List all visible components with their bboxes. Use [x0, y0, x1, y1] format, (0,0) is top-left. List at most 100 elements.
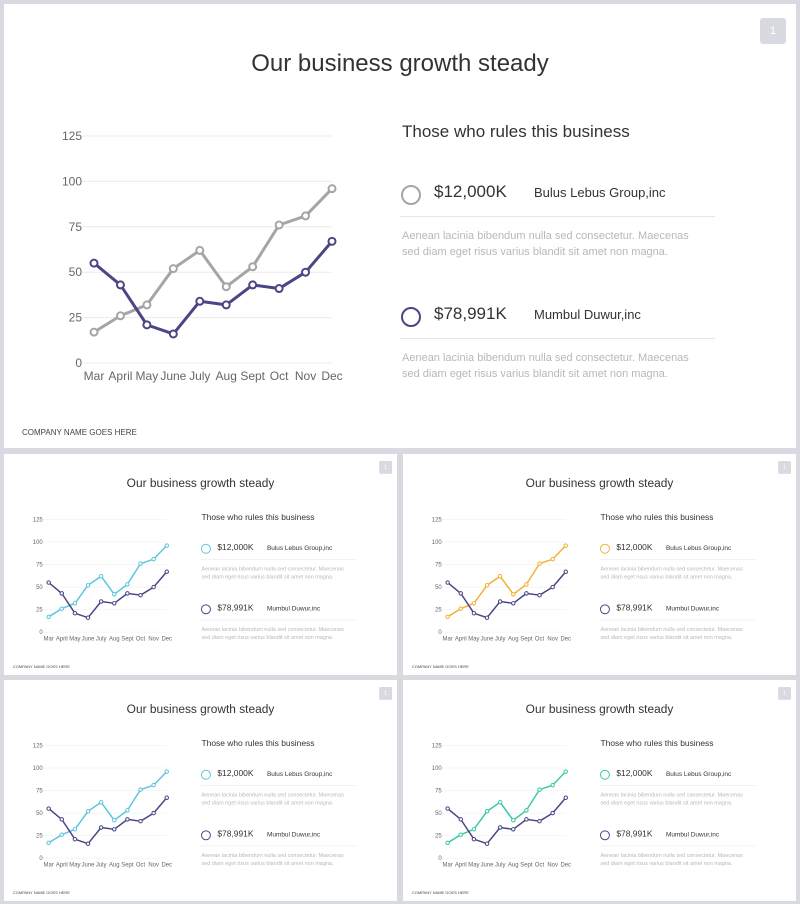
slide-thumbnail-3[interactable]: 1 Our business growth steady 0 25 50 75 100 1… [4, 680, 397, 901]
business-entry-1: $12,000K Bulus Lebus Group,inc Aenean la… [599, 542, 756, 580]
data-point [125, 808, 130, 813]
series-line-2 [48, 571, 168, 619]
data-point [471, 601, 477, 606]
data-point [497, 800, 503, 805]
slide-thumbnail-1[interactable]: 1 Our business growth steady 0 25 50 75 100 1… [4, 454, 397, 675]
data-point [164, 769, 169, 774]
y-tick-label: 100 [432, 766, 443, 772]
data-point [445, 806, 450, 811]
slide-title: Our business growth steady [525, 476, 674, 491]
data-point [445, 614, 450, 620]
main-slide[interactable]: 1 Our business growth steady 0 25 50 75 100 1… [4, 4, 796, 448]
x-tick-label: Dec [161, 863, 172, 869]
data-point [248, 280, 258, 290]
circle-icon [200, 543, 211, 554]
data-point [98, 599, 104, 604]
entry-description: Aenean lacinia bibendum nulla sed consec… [201, 852, 344, 867]
page-number-badge: 1 [760, 18, 786, 44]
data-point [458, 591, 464, 596]
section-subtitle: Those who rules this business [201, 738, 315, 748]
circle-icon [599, 543, 610, 554]
data-point [524, 582, 529, 587]
entry-company: Bulus Lebus Group,inc [534, 185, 666, 200]
data-point [497, 574, 503, 579]
x-tick-label: Sept [121, 637, 134, 643]
y-tick-label: 50 [36, 811, 43, 817]
data-point [537, 818, 542, 824]
page-number-badge: 1 [778, 460, 792, 474]
divider [400, 338, 715, 339]
entry-amount: $78,991K [616, 828, 653, 839]
data-point [524, 817, 529, 822]
footer-company-name: COMPANY NAME GOES HERE [12, 664, 70, 669]
slide-content: 1 Our business growth steady 0 25 50 75 100 1… [403, 680, 796, 900]
x-tick-label: Mar [44, 863, 54, 869]
data-point [301, 267, 311, 277]
entry-amount: $12,000K [217, 542, 254, 552]
x-tick-label: May [468, 863, 479, 869]
data-point [142, 320, 152, 330]
entry-description: Aenean lacinia bibendum nulla sed consec… [402, 352, 689, 380]
circle-icon [599, 604, 610, 615]
data-point [445, 580, 450, 585]
x-tick-label: Oct [270, 369, 289, 383]
entry-description: Aenean lacinia bibendum nulla sed consec… [402, 230, 689, 258]
x-tick-label: June [82, 637, 96, 643]
data-point [72, 827, 78, 832]
y-tick-label: 0 [39, 630, 43, 636]
series-line-2 [447, 797, 567, 845]
data-point [563, 543, 568, 548]
slide-content: 1 Our business growth steady 0 25 50 75 100 1… [4, 454, 397, 674]
series-line-2 [93, 240, 334, 336]
data-point [550, 556, 555, 562]
entry-description: Aenean lacinia bibendum nulla sed consec… [201, 626, 344, 641]
business-entry-1: $12,000K Bulus Lebus Group,inc Aenean la… [200, 768, 357, 806]
data-point [112, 818, 117, 823]
data-point [471, 827, 477, 832]
business-entry-1: $12,000K Bulus Lebus Group,inc Aenean la… [200, 542, 357, 580]
x-tick-label: Oct [136, 637, 146, 643]
x-tick-label: Oct [535, 863, 545, 869]
x-tick-label: Dec [321, 369, 342, 383]
page-number-badge: 1 [778, 686, 792, 700]
entry-company: Bulus Lebus Group,inc [665, 543, 732, 552]
data-point [563, 569, 568, 574]
y-tick-label: 125 [62, 129, 82, 143]
slide-title: Our business growth steady [126, 476, 275, 491]
slide-thumbnail-2[interactable]: 1 Our business growth steady 0 25 50 75 100 1… [403, 454, 796, 675]
data-point [537, 561, 542, 566]
x-tick-label: Nov [547, 863, 558, 869]
y-tick-label: 75 [69, 220, 83, 234]
data-point [89, 258, 99, 268]
entry-description: Aenean lacinia bibendum nulla sed consec… [201, 792, 344, 807]
business-entry-2: $78,991K Mumbul Duwur,inc Aenean lacinia… [599, 603, 756, 641]
slide-thumbnail-4[interactable]: 1 Our business growth steady 0 25 50 75 100 1… [403, 680, 796, 901]
y-tick-label: 50 [69, 265, 83, 279]
data-point [445, 840, 450, 846]
data-point [151, 584, 156, 590]
data-point [72, 836, 78, 842]
entry-amount: $12,000K [434, 182, 507, 201]
data-point [85, 583, 91, 588]
x-tick-label: June [82, 863, 96, 869]
x-tick-label: Dec [161, 637, 172, 643]
section-subtitle: Those who rules this business [600, 512, 714, 522]
section-subtitle: Those who rules this business [402, 122, 630, 141]
page-number-badge: 1 [379, 460, 393, 474]
y-tick-label: 125 [33, 517, 44, 523]
data-point [524, 591, 529, 596]
data-point [125, 817, 130, 822]
y-tick-label: 25 [435, 608, 442, 614]
entry-amount: $78,991K [217, 602, 254, 613]
data-point [115, 280, 125, 290]
circle-icon [599, 769, 610, 780]
data-point [46, 806, 51, 811]
data-point [164, 795, 169, 800]
footer-company-name: COMPANY NAME GOES HERE [411, 890, 469, 895]
data-point [138, 592, 143, 598]
data-point [497, 825, 503, 830]
